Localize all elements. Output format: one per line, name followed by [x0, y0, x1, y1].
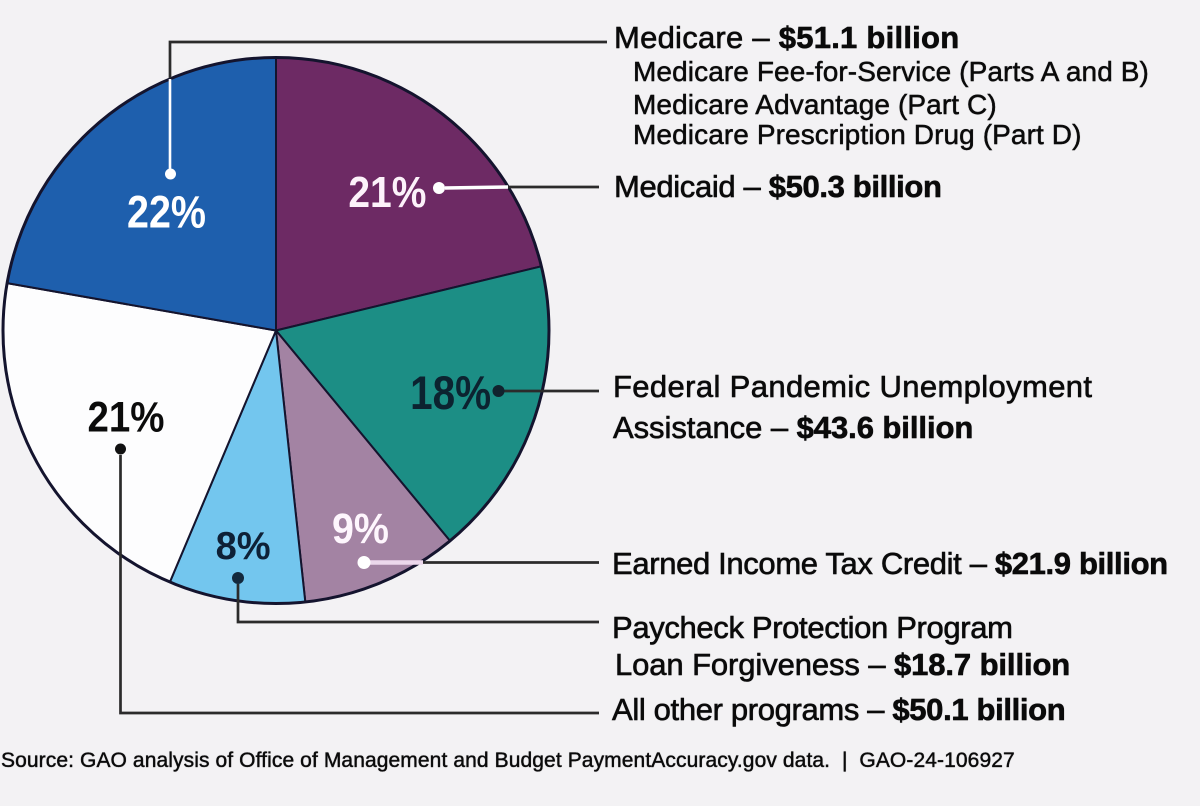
svg-text:21%: 21%	[348, 168, 426, 217]
svg-text:22%: 22%	[127, 187, 206, 238]
svg-text:18%: 18%	[410, 366, 491, 419]
svg-text:21%: 21%	[88, 394, 165, 442]
svg-text:9%: 9%	[332, 505, 389, 553]
svg-text:8%: 8%	[216, 525, 271, 568]
